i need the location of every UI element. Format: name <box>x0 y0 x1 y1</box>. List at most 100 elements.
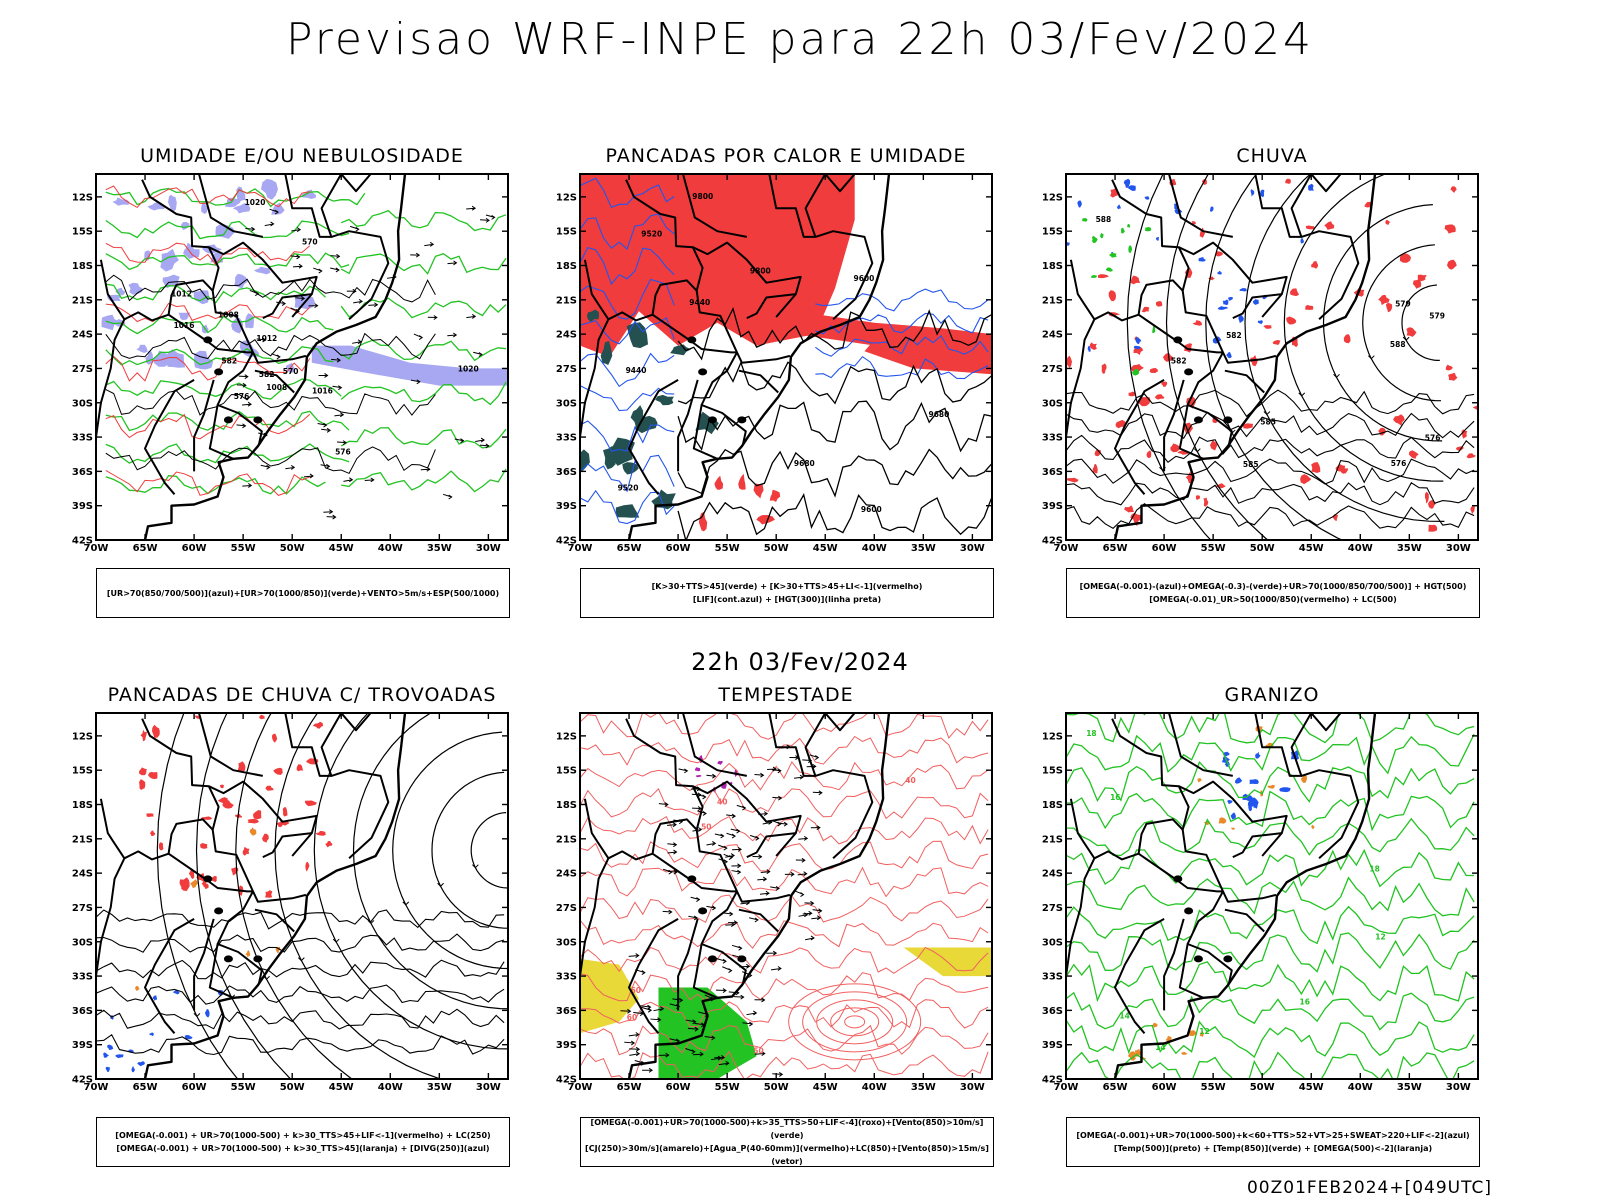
wind-arrowhead <box>760 772 765 778</box>
wind-arrowhead <box>758 854 763 860</box>
wind-vector <box>742 1022 753 1025</box>
rain-area-red <box>1406 327 1417 337</box>
legend-pancadas-calor: [K>30+TTS>45](verde) + [K>30+TTS>45+LI<-… <box>580 568 994 618</box>
lifted-index-contour <box>580 278 675 320</box>
lon-tick-label: 70W <box>84 1082 109 1093</box>
instability-area-teal <box>580 449 590 472</box>
wind-arrowhead <box>765 890 770 896</box>
temp850-contour-green <box>1066 760 1475 803</box>
humidity-700-area <box>112 197 130 206</box>
coastline <box>143 174 407 540</box>
wind-arrowhead <box>698 827 703 832</box>
lon-tick-label: 60W <box>182 543 207 554</box>
hgt500-contour <box>1066 503 1475 529</box>
thunderstorm-area-red <box>148 771 158 780</box>
wind-arrowhead <box>803 835 809 841</box>
rain-area-red <box>1285 178 1291 184</box>
thunderstorm-area-red <box>237 761 246 772</box>
wind-arrowhead <box>349 477 354 483</box>
wind-arrowhead <box>712 905 717 911</box>
wind-vector <box>321 428 331 431</box>
wind-vector <box>242 484 252 487</box>
pressure-contour <box>105 389 436 416</box>
rain-area-green <box>1109 252 1117 258</box>
plot-content: 588 588 582 582 576 576 585 585 579 579 <box>1066 174 1478 540</box>
instability-area-red <box>738 473 746 490</box>
rain-area-red <box>1324 221 1335 230</box>
lon-tick-label: 65W <box>617 1082 642 1093</box>
political-border <box>738 908 779 933</box>
wind-vector <box>754 1053 765 1055</box>
lon-tick-label: 55W <box>715 1082 740 1093</box>
lon-tick-label: 45W <box>329 1082 354 1093</box>
country-borders <box>96 713 407 1079</box>
rain-area-blue <box>1077 200 1082 208</box>
lat-tick-label: 39S <box>72 501 93 512</box>
lat-tick-label: 36S <box>556 1006 577 1017</box>
water-contour-red <box>580 1050 989 1079</box>
wind-arrowhead <box>818 790 823 796</box>
lat-tick-label: 18S <box>1042 800 1063 811</box>
country-borders <box>1066 174 1377 540</box>
wind-arrowhead <box>737 869 742 875</box>
lon-tick-label: 40W <box>378 543 403 554</box>
wind-arrowhead <box>775 885 780 891</box>
legend-line: [K>30+TTS>45](verde) + [K>30+TTS>45+LI<-… <box>651 582 923 591</box>
rain-area-blue <box>1123 178 1131 188</box>
wind-vector <box>812 909 822 912</box>
wind-vector <box>410 379 420 383</box>
contour-label: 60 <box>627 1013 637 1022</box>
lat-tick-label: 33S <box>556 972 577 983</box>
lifted-index-contour <box>580 454 675 493</box>
contour-label: 9440 <box>689 298 710 307</box>
wind-arrowhead <box>729 911 734 917</box>
wind-arrowhead <box>778 1071 784 1077</box>
streamline-arrow <box>1263 411 1271 416</box>
lifted-index-contour <box>815 334 989 357</box>
wind-arrowhead <box>355 226 360 232</box>
instability-area-teal <box>655 394 674 406</box>
rain-area-blue <box>1222 299 1229 306</box>
lake-marker <box>687 875 697 883</box>
divergence-area-blue <box>115 1054 124 1059</box>
wind-vector <box>479 444 489 447</box>
wind-arrowhead <box>318 268 323 274</box>
rain-area-blue <box>1155 236 1160 241</box>
lat-tick-label: 24S <box>1042 330 1063 341</box>
plot-border <box>579 173 993 541</box>
wind-arrowhead <box>763 811 769 817</box>
political-border <box>628 379 679 495</box>
rain-area-red <box>1305 225 1315 230</box>
instability-area-teal <box>695 411 719 435</box>
wind-vector <box>290 255 300 258</box>
political-border <box>144 379 195 495</box>
streamline <box>96 984 505 1005</box>
legend-line: [OMEGA(-0.001)+UR>70(1000-500)+k>35_TTS>… <box>590 1118 984 1140</box>
lat-tick-label: 33S <box>72 433 93 444</box>
lon-tick-label: 60W <box>666 543 691 554</box>
wind-arrowhead <box>810 935 815 941</box>
streamline-arrow <box>1367 355 1375 360</box>
hgt500-contour <box>1066 434 1475 463</box>
lon-tick-label: 65W <box>1103 543 1128 554</box>
lat-tick-label: 42S <box>556 1075 577 1086</box>
coastline <box>1113 713 1377 1079</box>
political-border <box>262 293 312 320</box>
streamline <box>1244 174 1445 522</box>
wind-arrowhead <box>720 1055 726 1060</box>
thunderstorm-area-red <box>220 784 224 789</box>
rain-area-red <box>1263 325 1272 329</box>
rain-area-red <box>1304 305 1314 310</box>
thunderstorm-area-orange <box>249 828 257 836</box>
wind-arrowhead <box>790 871 795 877</box>
contour-label: 9680 <box>929 410 950 419</box>
rain-area-red <box>1154 394 1165 400</box>
lat-tick-label: 42S <box>556 536 577 547</box>
contour-label: 40 <box>717 798 727 807</box>
political-border <box>208 241 318 318</box>
lon-tick-label: 45W <box>813 543 838 554</box>
lon-tick-label: 35W <box>1397 1082 1422 1093</box>
wind-vector <box>685 1019 696 1023</box>
